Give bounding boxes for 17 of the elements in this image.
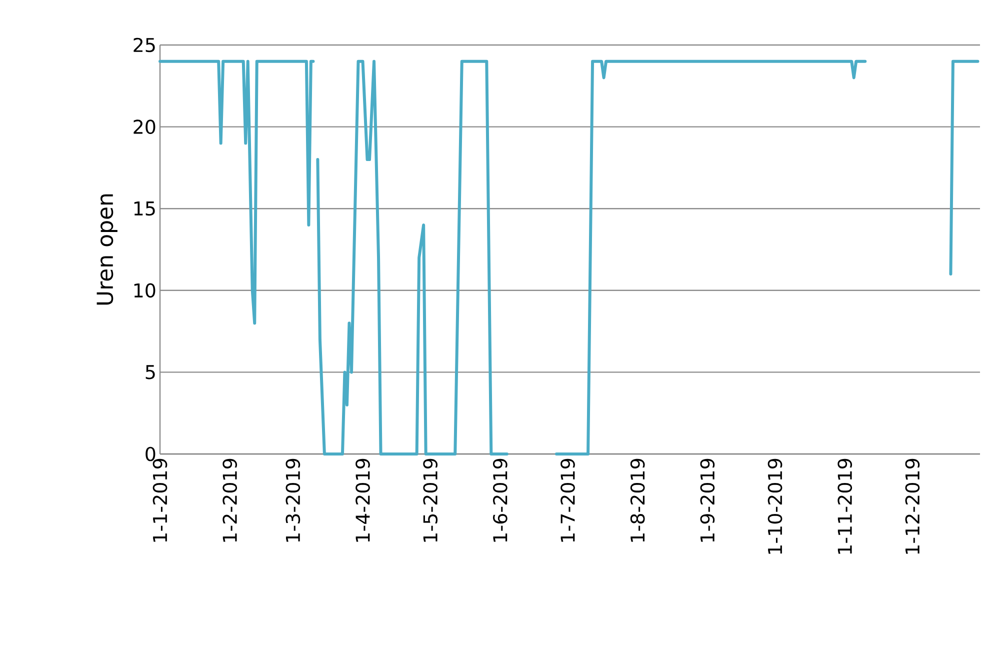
- y-tick-label: 25: [134, 38, 155, 52]
- y-tick-label: 15: [134, 202, 155, 216]
- x-tick-label: 1-4-2019: [356, 458, 370, 542]
- x-tick-label: 1-6-2019: [492, 458, 508, 542]
- x-tick-label: 1-9-2019: [700, 458, 715, 542]
- x-tick-label: 1-12-2019: [905, 458, 920, 554]
- y-tick-label: 5: [146, 365, 155, 380]
- x-tick-label: 1-7-2019: [560, 458, 575, 542]
- x-tick-label: 1-10-2019: [768, 458, 782, 554]
- x-tick-label: 1-5-2019: [423, 458, 438, 542]
- y-tick-label: 20: [134, 120, 156, 134]
- x-tick-label: 1-11-2019: [838, 458, 852, 554]
- x-tick-label: 1-2-2019: [222, 458, 238, 542]
- y-axis-title: Uren open: [96, 194, 118, 305]
- x-tick-label: 1-3-2019: [286, 458, 300, 542]
- x-tick-label: 1-8-2019: [630, 458, 645, 542]
- y-tick-label: 10: [134, 283, 156, 298]
